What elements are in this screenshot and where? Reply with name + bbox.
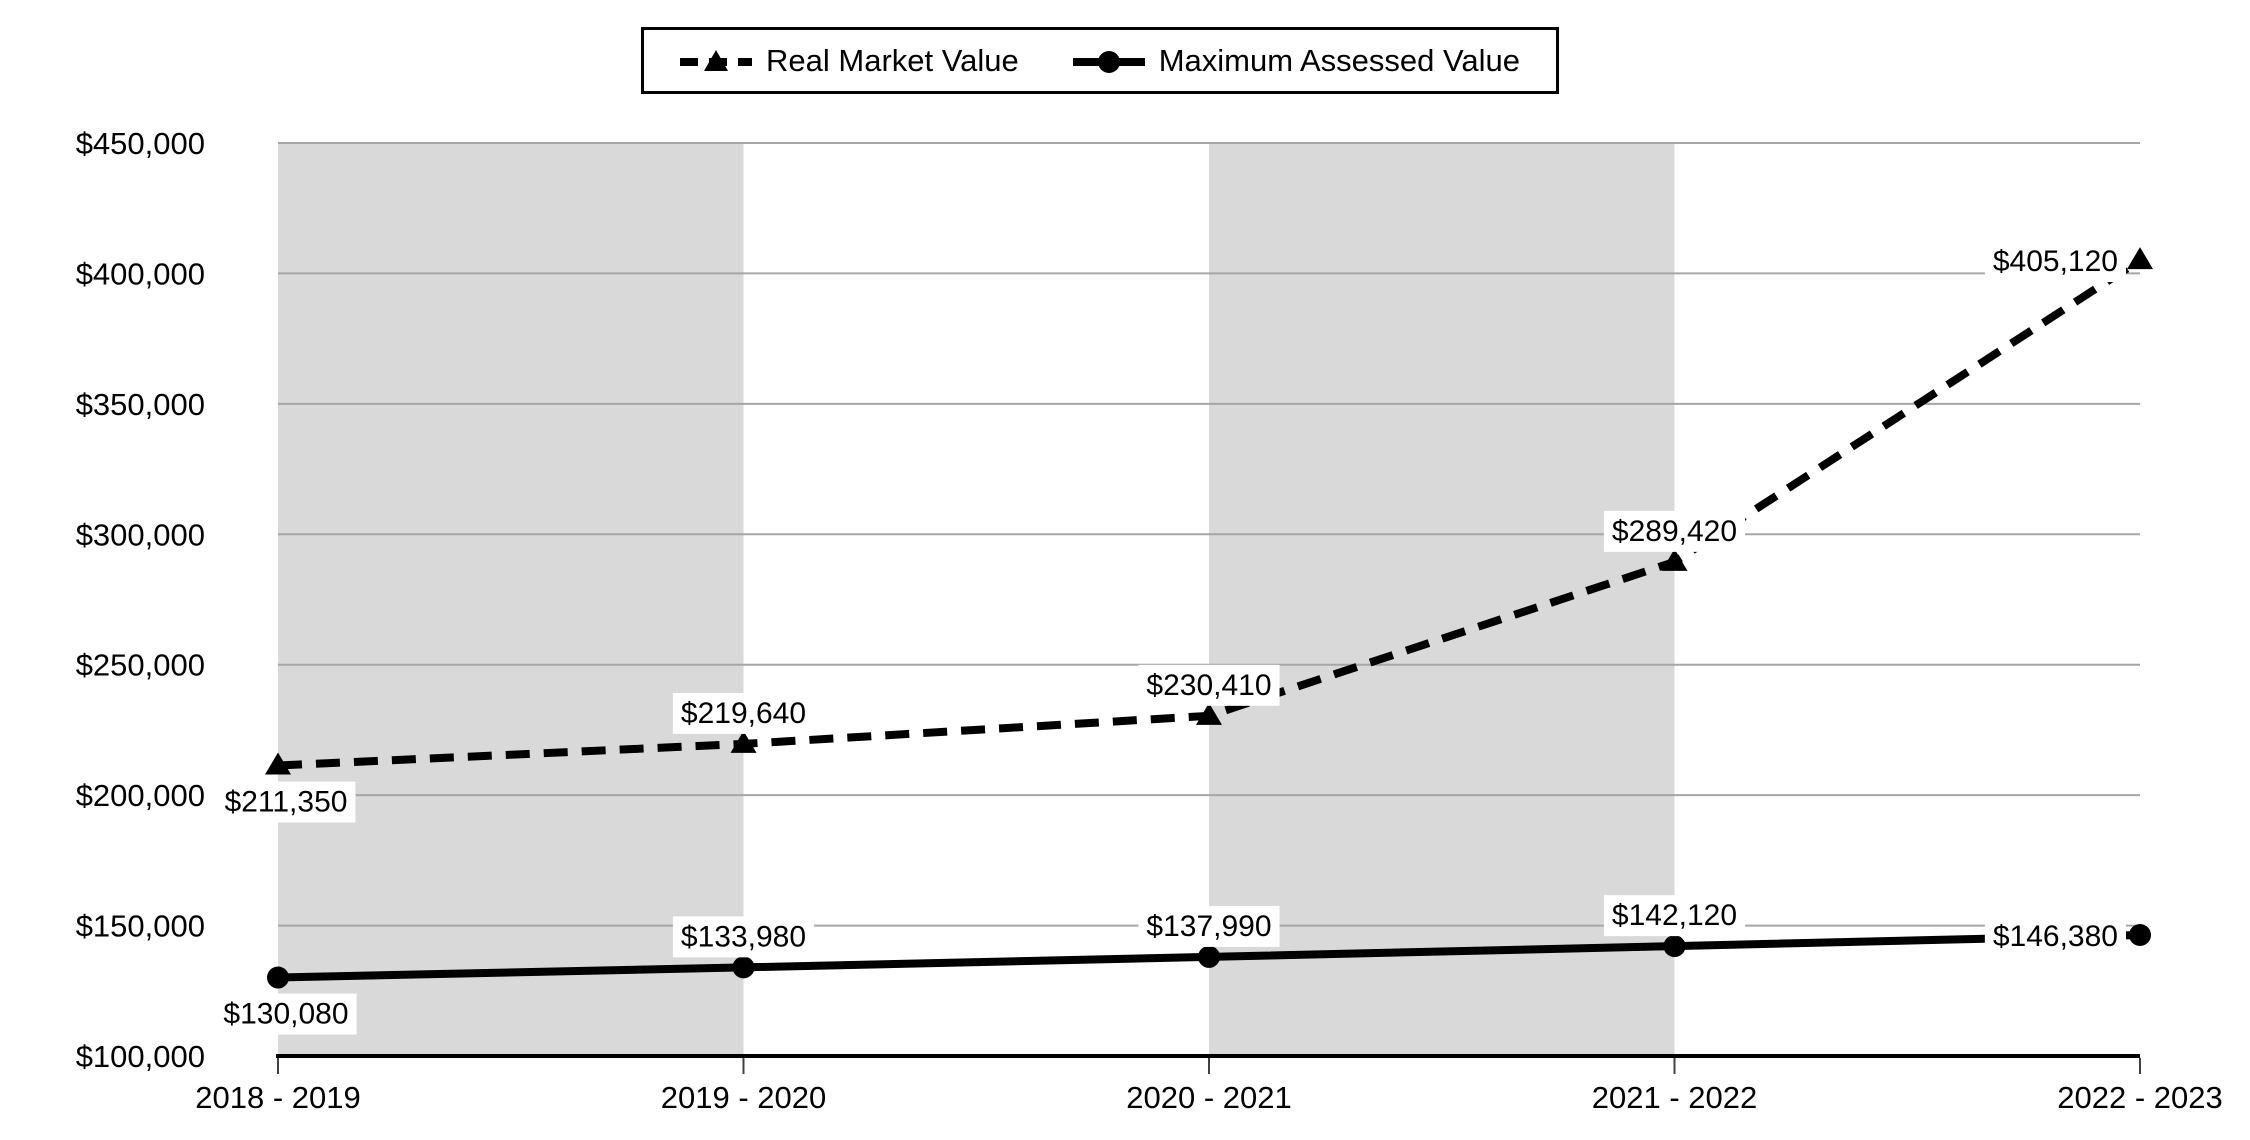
x-axis-tick-label: 2020 - 2021	[1126, 1080, 1291, 1115]
data-point-marker-circle	[1663, 935, 1686, 958]
solid-line-circle-marker-icon	[1072, 50, 1145, 73]
data-label-background	[1603, 510, 1746, 552]
data-label: $289,420	[1612, 515, 1737, 548]
y-axis-tick-label: $300,000	[76, 517, 205, 552]
dashed-line-triangle-marker-icon	[680, 49, 753, 71]
data-point-marker-circle	[2129, 924, 2151, 947]
data-point-marker-triangle	[2127, 247, 2153, 270]
data-label: $137,990	[1146, 910, 1271, 943]
y-axis-tick-label: $250,000	[76, 648, 205, 683]
data-label-background	[1138, 905, 1280, 947]
data-label-background	[216, 781, 356, 823]
legend-item-real-market-value: Real Market Value	[680, 45, 1019, 76]
data-label: $219,640	[681, 697, 806, 730]
data-label-background	[215, 993, 357, 1035]
data-point-marker-triangle	[265, 752, 291, 775]
plot-band	[1209, 143, 1675, 1056]
y-axis-tick-label: $450,000	[76, 126, 205, 161]
plot-band	[278, 143, 744, 1056]
data-label: $146,380	[1993, 920, 2118, 953]
data-label: $133,980	[681, 920, 806, 953]
legend-label-real-market-value: Real Market Value	[766, 43, 1019, 78]
y-axis-tick-label: $150,000	[76, 909, 205, 944]
y-axis-tick-label: $400,000	[76, 256, 205, 291]
x-axis-tick-label: 2019 - 2020	[661, 1080, 826, 1115]
data-label-background	[1603, 895, 1746, 937]
data-point-marker-circle	[267, 966, 289, 989]
data-point-marker-triangle	[730, 730, 757, 753]
data-label: $142,120	[1612, 899, 1737, 932]
data-label-background	[1984, 241, 2126, 283]
data-label: $130,080	[223, 998, 348, 1031]
x-axis-tick-label: 2018 - 2019	[195, 1080, 360, 1115]
data-label-background	[1984, 916, 2126, 958]
legend-label-maximum-assessed-value: Maximum Assessed Value	[1158, 43, 1520, 78]
data-label-background	[1138, 664, 1280, 706]
legend: Real Market Value Maximum Assessed Value	[641, 27, 1559, 94]
legend-item-maximum-assessed-value: Maximum Assessed Value	[1072, 43, 1520, 78]
y-axis-tick-label: $200,000	[76, 778, 205, 813]
data-point-marker-triangle	[1196, 702, 1222, 725]
data-point-marker-triangle	[1661, 548, 1688, 571]
data-label-background	[672, 916, 815, 958]
x-axis-tick-label: 2022 - 2023	[2057, 1080, 2222, 1115]
x-axis-tick-label: 2021 - 2022	[1592, 1080, 1757, 1115]
data-point-marker-circle	[732, 956, 755, 979]
data-label: $211,350	[225, 786, 348, 819]
y-axis-tick-label: $100,000	[76, 1039, 205, 1074]
data-label: $405,120	[1993, 245, 2118, 278]
data-point-marker-circle	[1198, 945, 1220, 968]
data-label-background	[672, 692, 815, 734]
y-axis-tick-label: $350,000	[76, 387, 205, 422]
data-label: $230,410	[1146, 669, 1271, 702]
